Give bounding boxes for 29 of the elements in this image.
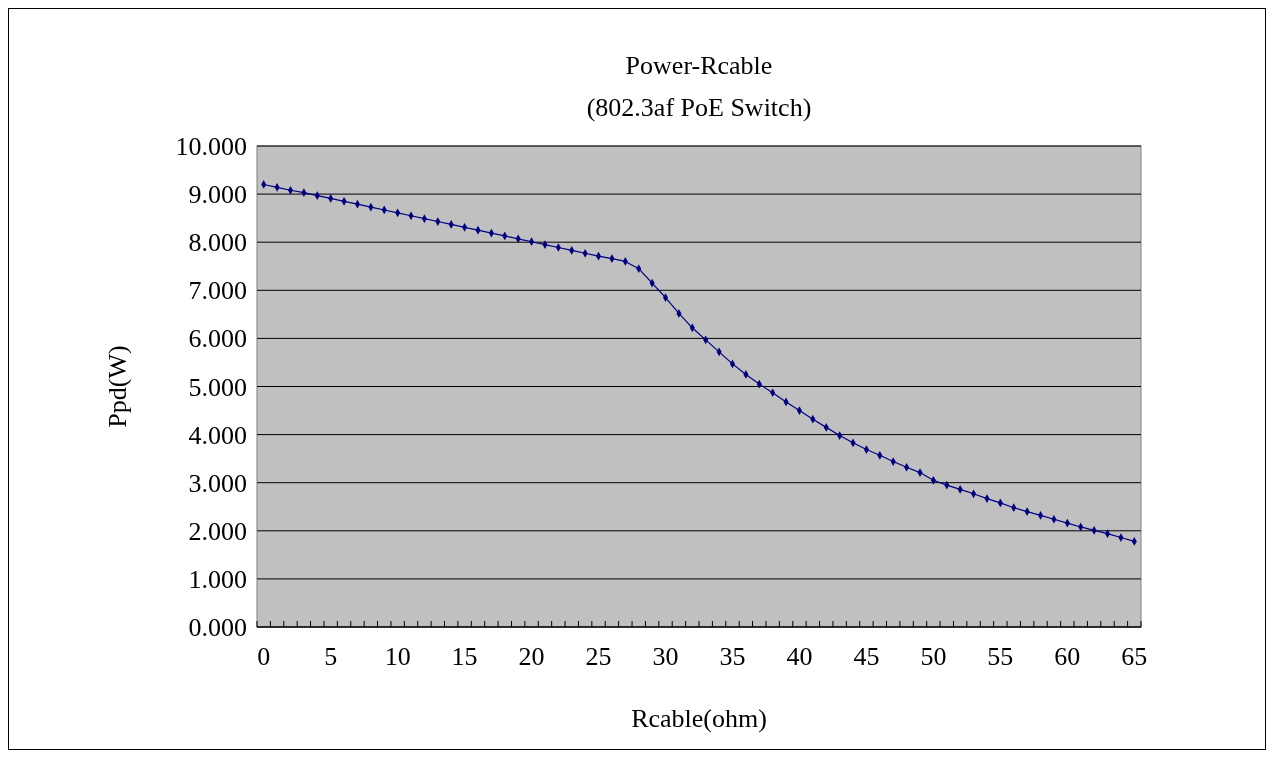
x-tick-label: 40 (786, 642, 813, 671)
x-tick-label: 60 (1054, 642, 1081, 671)
y-tick-label: 7.000 (188, 276, 247, 306)
x-tick-label: 45 (853, 642, 880, 671)
y-tick-label: 5.000 (188, 372, 247, 402)
x-tick-label: 30 (652, 642, 679, 671)
chart-subtitle: (802.3af PoE Switch) (586, 93, 812, 122)
x-tick-label: 20 (518, 642, 545, 671)
y-tick-label: 2.000 (188, 516, 247, 546)
x-tick-label: 0 (257, 642, 271, 671)
x-tick-label: 65 (1121, 642, 1148, 671)
y-axis-title: Ppd(W) (103, 345, 132, 428)
x-tick-label: 55 (987, 642, 1014, 671)
x-axis-title: Rcable(ohm) (631, 704, 767, 733)
y-tick-label: 8.000 (188, 228, 247, 258)
x-tick-label: 50 (920, 642, 947, 671)
x-tick-label: 5 (324, 642, 338, 671)
y-tick-label: 10.000 (175, 132, 247, 161)
y-tick-label: 4.000 (188, 420, 247, 450)
x-tick-label: 25 (585, 642, 612, 671)
y-tick-label: 3.000 (188, 468, 247, 498)
y-tick-label: 6.000 (188, 324, 247, 354)
x-tick-label: 15 (451, 642, 478, 671)
y-tick-label: 1.000 (188, 564, 247, 594)
x-tick-label: 10 (384, 642, 411, 671)
chart-title: Power-Rcable (625, 51, 773, 80)
y-tick-label: 0.000 (188, 613, 247, 642)
x-tick-label: 35 (719, 642, 746, 671)
y-tick-label: 9.000 (188, 180, 247, 210)
